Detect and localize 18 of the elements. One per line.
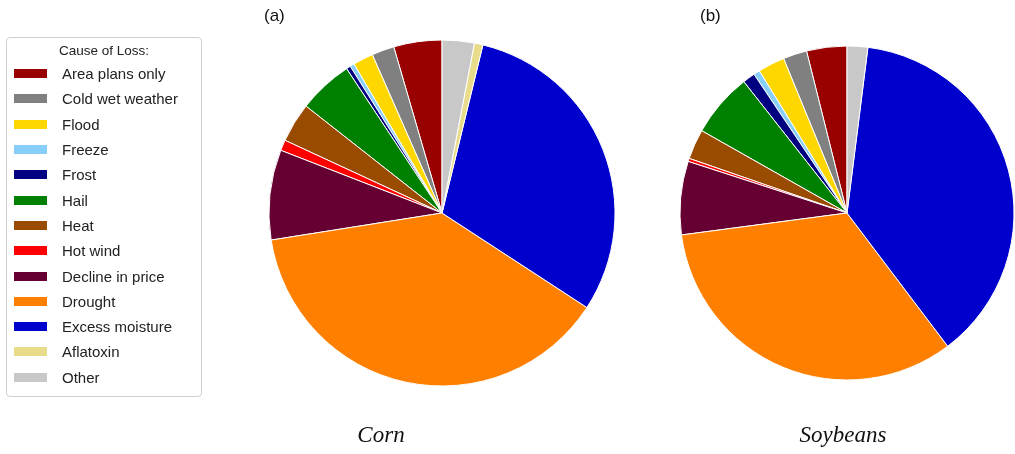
legend-label: Excess moisture (62, 318, 173, 336)
text: (b) (700, 6, 721, 26)
text: (a) (264, 6, 285, 26)
legend-title: Cause of Loss: (57, 42, 151, 60)
legend-label: Area plans only (62, 65, 166, 83)
legend-label: Cold wet weather (62, 90, 178, 108)
legend-label: Drought (62, 292, 116, 310)
legend-label: Other (62, 368, 100, 386)
legend-label: Hail (62, 191, 88, 209)
legend-label: Frost (62, 166, 97, 184)
slice-label: Soybeans (798, 422, 888, 448)
legend-label: Hot wind (62, 242, 121, 260)
legend-label: Heat (62, 216, 94, 234)
legend-label: Freeze (62, 141, 109, 159)
slice-label: Corn (356, 422, 406, 448)
legend-label: Aflatoxin (62, 343, 120, 361)
legend-label: Decline in price (62, 267, 165, 285)
legend-label: Flood (62, 115, 100, 133)
